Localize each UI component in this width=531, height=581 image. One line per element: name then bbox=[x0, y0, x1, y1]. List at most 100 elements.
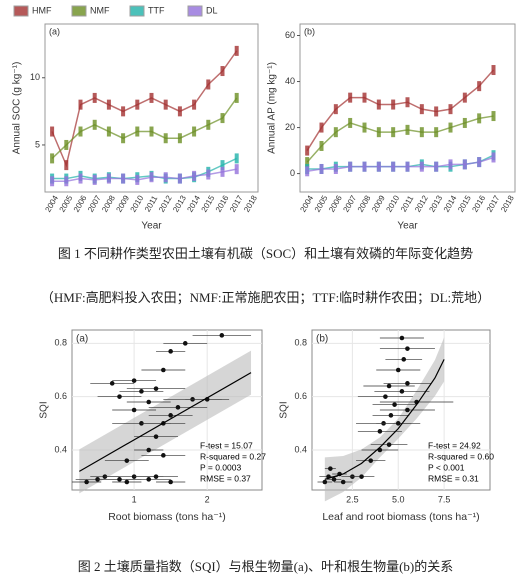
x-tick-label: 5.0 bbox=[392, 494, 405, 504]
point bbox=[377, 429, 383, 434]
point bbox=[359, 474, 364, 479]
trend-line bbox=[51, 50, 238, 168]
legend-label: TTF bbox=[148, 5, 165, 15]
point bbox=[168, 479, 173, 485]
x-tick-label: 2015 bbox=[200, 193, 217, 213]
point bbox=[405, 346, 410, 351]
x-tick-label: 2009 bbox=[370, 193, 387, 213]
point bbox=[331, 477, 337, 482]
x-tick-label: 2013 bbox=[427, 193, 444, 213]
point bbox=[139, 389, 144, 394]
x-axis-label: Root biomass (tons ha⁻¹) bbox=[108, 511, 226, 523]
x-tick-label: 2014 bbox=[185, 193, 202, 213]
point bbox=[146, 447, 152, 453]
legend-swatch bbox=[129, 5, 145, 17]
fit-line bbox=[79, 372, 252, 472]
x-axis-label: Year bbox=[141, 221, 162, 232]
trend-line bbox=[307, 156, 494, 173]
trend-line bbox=[52, 168, 237, 182]
x-tick-label: 2.5 bbox=[346, 494, 359, 504]
legend-swatch bbox=[187, 5, 203, 17]
x-tick-label: 2015 bbox=[456, 193, 473, 213]
x-tick-label: 2013 bbox=[171, 193, 188, 213]
x-tick-label: 2014 bbox=[442, 193, 459, 213]
point bbox=[161, 453, 166, 458]
x-tick-label: 2008 bbox=[100, 193, 117, 213]
panel-label: (a) bbox=[49, 26, 60, 36]
x-tick-label: 2011 bbox=[143, 194, 160, 214]
point bbox=[153, 474, 159, 479]
x-tick-label: 2018 bbox=[242, 193, 259, 213]
point bbox=[117, 394, 122, 399]
point bbox=[392, 402, 397, 407]
point bbox=[131, 378, 137, 383]
x-tick-label: 2006 bbox=[327, 193, 344, 213]
annotation: R-squared = 0.27 bbox=[200, 451, 266, 461]
x-tick-label: 2017 bbox=[228, 193, 245, 213]
y-tick-label: 20 bbox=[285, 122, 295, 132]
annotation: R-squared = 0.60 bbox=[428, 451, 494, 461]
legend-swatch bbox=[71, 5, 87, 17]
point bbox=[388, 413, 394, 418]
y-tick-label: 5 bbox=[35, 139, 40, 149]
trend-line bbox=[306, 69, 495, 151]
x-tick-label: 2016 bbox=[214, 193, 231, 213]
x-axis-label: Year bbox=[397, 221, 418, 232]
y-tick-label: 60 bbox=[285, 30, 295, 40]
x-tick-label: 2005 bbox=[58, 193, 75, 213]
x-tick-label: 1 bbox=[132, 494, 137, 504]
x-tick-label: 2010 bbox=[384, 193, 401, 213]
fit-line bbox=[324, 359, 445, 480]
x-tick-label: 2016 bbox=[470, 193, 487, 213]
x-tick-label: 2017 bbox=[485, 193, 502, 213]
x-tick-label: 2018 bbox=[499, 193, 516, 213]
panel-label: (b) bbox=[304, 26, 315, 36]
annotation: F-test = 15.07 bbox=[200, 440, 253, 450]
point bbox=[399, 335, 405, 341]
annotation: P = 0.0003 bbox=[200, 462, 241, 472]
point bbox=[328, 466, 333, 471]
figure2-caption: 图 2 土壤质量指数（SQI）与根生物量(a)、叶和根生物量(b)的关系 bbox=[77, 559, 454, 574]
plot-frame bbox=[44, 23, 259, 193]
x-tick-label: 2010 bbox=[129, 193, 146, 213]
x-tick-label: 7.5 bbox=[438, 494, 451, 504]
point bbox=[383, 394, 388, 399]
annotation: P < 0.001 bbox=[428, 462, 465, 472]
point bbox=[168, 349, 173, 354]
x-tick-label: 2007 bbox=[341, 193, 358, 213]
point bbox=[386, 442, 392, 447]
point bbox=[153, 386, 159, 391]
x-tick-label: 2008 bbox=[356, 193, 373, 213]
y-tick-label: 0.6 bbox=[54, 391, 67, 401]
panel-label: (a) bbox=[76, 334, 88, 345]
y-tick-label: 0 bbox=[290, 168, 295, 178]
point bbox=[395, 367, 401, 373]
point bbox=[322, 479, 328, 485]
x-tick-label: 2005 bbox=[313, 193, 330, 213]
y-tick-label: 0.6 bbox=[294, 391, 307, 401]
point bbox=[161, 367, 166, 373]
point bbox=[405, 407, 410, 413]
y-tick-label: 0.8 bbox=[54, 338, 67, 348]
legend-label: DL bbox=[206, 5, 218, 15]
confidence-band bbox=[324, 337, 445, 502]
point bbox=[146, 399, 152, 405]
point bbox=[175, 405, 181, 410]
panel-label: (b) bbox=[316, 334, 328, 345]
y-tick-label: 0.4 bbox=[54, 444, 67, 454]
point bbox=[395, 421, 401, 426]
y-axis-label: Annual AP (mg kg⁻¹) bbox=[267, 62, 278, 154]
point bbox=[340, 479, 346, 485]
x-tick-label: 2012 bbox=[413, 193, 430, 213]
point bbox=[368, 458, 374, 463]
plot-frame bbox=[299, 23, 516, 193]
point bbox=[399, 389, 405, 394]
figure1-caption: 图 1 不同耕作类型农田土壤有机碳（SOC）和土壤有效磷的年际变化趋势 bbox=[57, 246, 474, 261]
point bbox=[182, 341, 188, 346]
annotation: RMSE = 0.37 bbox=[200, 473, 251, 483]
y-tick-label: 0.4 bbox=[294, 444, 307, 454]
x-tick-label: 2 bbox=[205, 494, 210, 504]
x-tick-label: 2011 bbox=[399, 194, 416, 214]
